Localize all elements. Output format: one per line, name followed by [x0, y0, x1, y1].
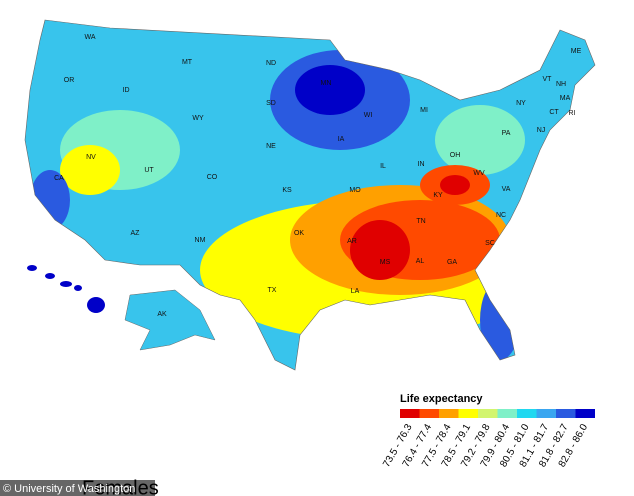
state-label: MA — [560, 95, 571, 102]
credit: © University of Washington — [3, 483, 135, 495]
map-title: Females — [82, 477, 159, 496]
state-label: IL — [380, 163, 386, 170]
legend-swatch — [536, 409, 556, 418]
state-label: RI — [569, 110, 576, 117]
legend-swatch — [575, 409, 595, 418]
state-label: PA — [502, 130, 511, 137]
state-label: OK — [294, 230, 304, 237]
state-label: OR — [64, 77, 75, 84]
legend-title: Life expectancy — [400, 393, 483, 405]
state-label: WA — [84, 34, 95, 41]
state-label: CO — [207, 174, 218, 181]
state-label: GA — [447, 259, 457, 266]
state-label: WI — [364, 112, 373, 119]
state-label: SC — [485, 240, 495, 247]
state-label: TX — [268, 287, 277, 294]
legend-swatch — [400, 409, 420, 418]
state-label: NJ — [537, 127, 546, 134]
state-label: WY — [192, 115, 204, 122]
legend-swatch — [478, 409, 498, 418]
state-label: NY — [516, 100, 526, 107]
state-label: MI — [420, 107, 428, 114]
state-label: SD — [266, 100, 276, 107]
state-label: NM — [195, 237, 206, 244]
state-label: AZ — [131, 230, 141, 237]
state-label: IA — [338, 136, 345, 143]
state-label: AL — [416, 258, 425, 265]
state-label: ME — [571, 48, 582, 55]
legend-swatch — [556, 409, 576, 418]
legend-swatch — [458, 409, 478, 418]
state-label: WV — [473, 170, 485, 177]
state-label: MO — [349, 187, 361, 194]
state-label: CA — [54, 175, 64, 182]
legend-swatch — [497, 409, 517, 418]
legend-swatch — [419, 409, 439, 418]
state-label: ID — [123, 87, 130, 94]
state-label: OH — [450, 152, 461, 159]
state-label: TN — [416, 218, 425, 225]
us-outline — [24, 19, 596, 371]
state-label: VT — [543, 76, 553, 83]
state-label: KY — [433, 192, 443, 199]
credit-bar — [0, 480, 155, 496]
state-label: VA — [502, 186, 511, 193]
state-label: IN — [418, 161, 425, 168]
state-label: KS — [282, 187, 292, 194]
state-label: NV — [86, 154, 96, 161]
state-label: NC — [496, 212, 506, 219]
state-label: ND — [266, 60, 276, 67]
legend-swatch — [517, 409, 537, 418]
us-choropleth — [25, 20, 595, 370]
state-label: MN — [321, 80, 332, 87]
hawaii — [27, 265, 105, 313]
state-label: MS — [380, 259, 391, 266]
state-label: CT — [549, 109, 559, 116]
state-label: NH — [556, 81, 566, 88]
alaska — [124, 289, 216, 351]
state-label: NE — [266, 143, 276, 150]
state-label: MT — [182, 59, 193, 66]
state-label: LA — [351, 288, 360, 295]
state-label: AR — [347, 238, 357, 245]
legend-swatch — [439, 409, 459, 418]
state-label: UT — [144, 167, 154, 174]
state-label: AK — [157, 311, 167, 318]
